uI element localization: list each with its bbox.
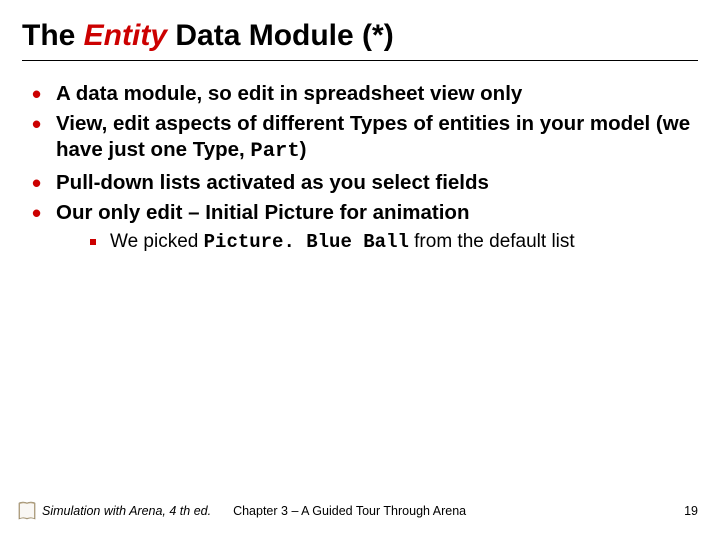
bullet-item: A data module, so edit in spreadsheet vi…	[28, 81, 698, 107]
slide-container: The Entity Data Module (*) A data module…	[0, 0, 720, 540]
slide-title: The Entity Data Module (*)	[22, 18, 698, 54]
bullet-list: A data module, so edit in spreadsheet vi…	[22, 81, 698, 255]
book-icon	[18, 500, 36, 522]
title-entity-word: Entity	[84, 19, 167, 52]
sub-bullet-item: We picked Picture. Blue Ball from the de…	[86, 230, 698, 255]
bullet-item: Our only edit – Initial Picture for anim…	[28, 200, 698, 255]
bullet-text-pre: View, edit aspects of different Types of…	[56, 112, 690, 161]
sub-bullet-list: We picked Picture. Blue Ball from the de…	[56, 230, 698, 255]
footer-source: Simulation with Arena, 4 th ed.	[42, 504, 211, 518]
footer-page-number: 19	[684, 504, 698, 518]
title-pre: The	[22, 19, 84, 52]
bullet-text: A data module, so edit in spreadsheet vi…	[56, 82, 522, 105]
bullet-text: Our only edit – Initial Picture for anim…	[56, 201, 469, 224]
sub-text-post: from the default list	[409, 231, 575, 252]
title-post: Data Module (*)	[167, 19, 394, 52]
footer-chapter: Chapter 3 – A Guided Tour Through Arena	[233, 504, 466, 518]
bullet-text: Pull-down lists activated as you select …	[56, 171, 489, 194]
sub-text-pre: We picked	[110, 231, 204, 252]
bullet-item: Pull-down lists activated as you select …	[28, 170, 698, 196]
title-underline	[22, 60, 698, 61]
bullet-item: View, edit aspects of different Types of…	[28, 111, 698, 165]
slide-footer: Simulation with Arena, 4 th ed. Chapter …	[0, 500, 720, 522]
bullet-text-post: )	[300, 138, 307, 161]
bullet-text-mono: Part	[250, 140, 299, 163]
sub-text-mono: Picture. Blue Ball	[204, 231, 409, 253]
